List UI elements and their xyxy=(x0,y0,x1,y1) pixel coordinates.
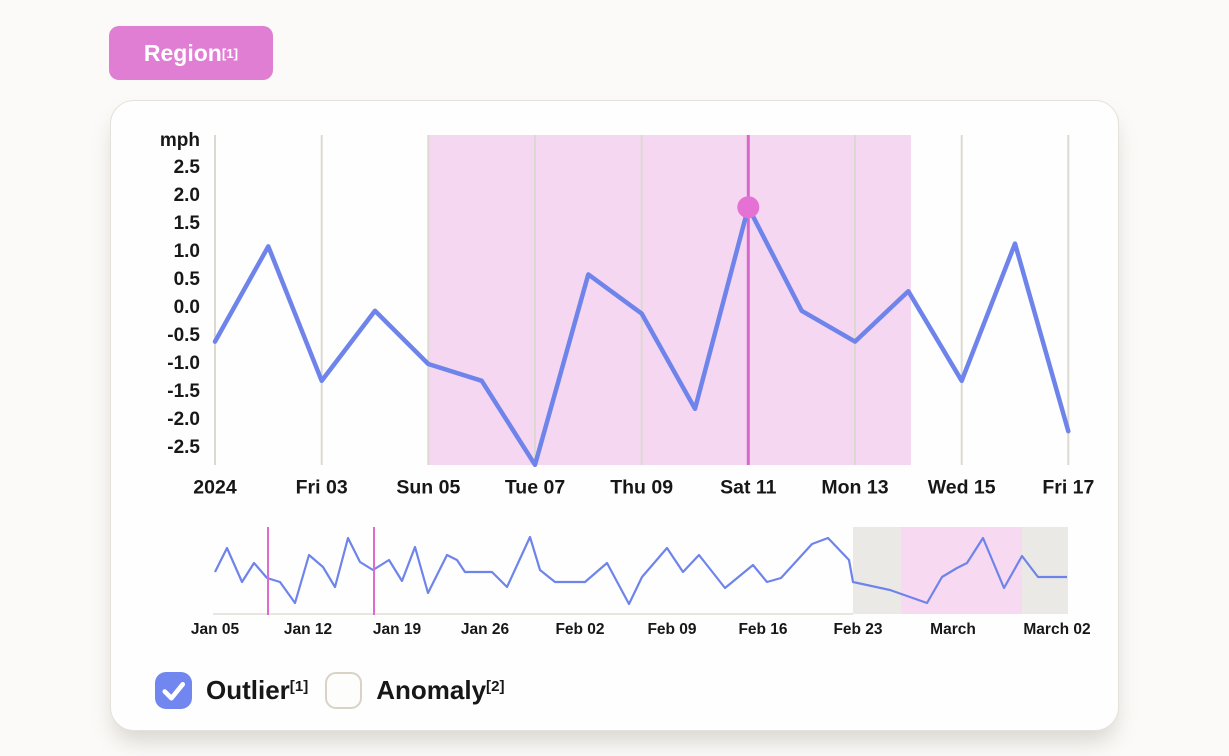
region-button-label: Region xyxy=(143,39,222,66)
outlier-marker-dot[interactable] xyxy=(737,196,760,219)
legend-label-anomaly[interactable]: Anomaly[2] xyxy=(376,674,505,705)
overview-brush-band-gray[interactable] xyxy=(853,527,901,614)
legend: Outlier[1] Anomaly[2] xyxy=(155,671,521,709)
region-button-superscript: [1] xyxy=(221,45,239,61)
overview-brush-band-pink[interactable] xyxy=(901,527,1022,614)
main-series-line xyxy=(212,204,1071,468)
check-icon xyxy=(162,681,186,701)
overview-chart[interactable] xyxy=(210,522,1070,618)
highlight-region xyxy=(428,135,911,465)
main-chart[interactable] xyxy=(130,128,1105,473)
anomaly-checkbox[interactable] xyxy=(325,671,363,709)
overview-series-line xyxy=(214,535,1067,606)
region-filter-button[interactable]: Region [1] xyxy=(109,26,273,80)
outlier-checkbox[interactable] xyxy=(155,671,192,709)
legend-item-anomaly[interactable]: Anomaly[2] xyxy=(325,671,505,709)
overview-brush-band-gray[interactable] xyxy=(1022,527,1068,614)
legend-label-outlier[interactable]: Outlier[1] xyxy=(206,674,309,705)
legend-item-outlier[interactable]: Outlier[1] xyxy=(155,671,309,709)
